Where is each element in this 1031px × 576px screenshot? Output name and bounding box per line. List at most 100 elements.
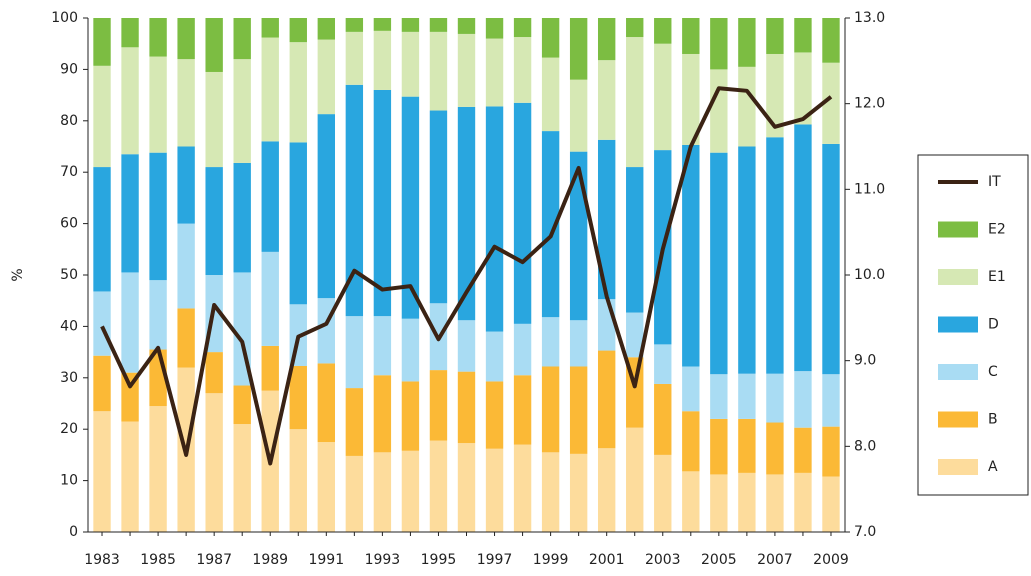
x-tick-label: 2007 — [757, 552, 793, 568]
bar-segment — [317, 18, 336, 40]
bar-segment — [766, 137, 784, 374]
bar-segment — [121, 18, 139, 48]
bar-segment — [738, 472, 756, 532]
x-tick-label: 1991 — [308, 552, 344, 568]
bar-segment — [345, 388, 364, 456]
legend-swatch — [938, 269, 978, 285]
bar-segment — [317, 39, 336, 115]
bar-segment — [401, 318, 420, 382]
bar-segment — [626, 37, 644, 168]
bar-segment — [457, 106, 476, 321]
bar-segment — [822, 18, 840, 63]
bar-segment — [513, 18, 532, 38]
legend-label: IT — [988, 174, 1001, 190]
bar-segment — [569, 79, 588, 152]
bar-segment — [373, 316, 392, 376]
y2-tick-label: 10.0 — [854, 267, 885, 283]
x-tick-label: 1989 — [252, 552, 288, 568]
bar-segment — [513, 323, 532, 376]
bar-segment — [289, 365, 307, 430]
bar-segment — [317, 298, 336, 364]
legend-swatch — [938, 221, 978, 238]
y2-tick-label: 9.0 — [854, 353, 876, 369]
bar-segment — [401, 381, 420, 451]
bar-segment — [738, 18, 756, 67]
bar-segment — [569, 453, 588, 532]
bar-segment — [345, 31, 364, 85]
legend-label: E1 — [988, 269, 1006, 285]
y-tick-label: 10 — [60, 473, 78, 489]
x-tick-label: 1997 — [477, 552, 513, 568]
bar-segment — [513, 444, 532, 532]
bar-segment — [597, 139, 616, 300]
bar-segment — [177, 308, 195, 368]
bar-segment — [205, 18, 223, 72]
bar-segment — [93, 355, 111, 412]
bar-segment — [121, 421, 139, 532]
bar-segment — [541, 57, 560, 132]
x-tick-label: 2003 — [645, 552, 681, 568]
bar-segment — [121, 154, 139, 273]
bar-segment — [794, 472, 812, 532]
y2-tick-label: 7.0 — [854, 524, 876, 540]
bar-segment — [289, 42, 307, 143]
bar-segment — [626, 167, 644, 313]
bar-segment — [289, 429, 307, 532]
bar-segment — [261, 345, 279, 391]
bar-segment — [289, 18, 307, 43]
bar-segment — [766, 422, 784, 475]
bar-segment — [794, 18, 812, 53]
legend-swatch — [938, 316, 978, 333]
bar-segment — [822, 426, 840, 477]
bar-segment — [121, 47, 139, 155]
y-axis-label: % — [10, 268, 26, 281]
bar-segment — [429, 110, 448, 304]
bar-segment — [457, 18, 476, 34]
y-tick-label: 0 — [69, 524, 78, 540]
legend-label: C — [988, 364, 998, 380]
legend-label: B — [988, 412, 998, 428]
bar-segment — [822, 143, 840, 375]
bar-segment — [485, 381, 504, 449]
bar-segment — [513, 102, 532, 324]
bar-segment — [93, 65, 111, 168]
bar-segment — [317, 363, 336, 443]
bar-segment — [457, 443, 476, 532]
bar-segment — [766, 18, 784, 54]
bar-segment — [429, 31, 448, 111]
bar-segment — [738, 66, 756, 147]
bar-segment — [457, 320, 476, 372]
bar-segment — [597, 18, 616, 61]
bar-segment — [373, 18, 392, 31]
bar-segment — [149, 152, 167, 281]
bar-segment — [513, 375, 532, 445]
bar-segment — [569, 320, 588, 367]
bar-segment — [401, 450, 420, 532]
bar-segment — [682, 471, 700, 532]
legend-label: E2 — [988, 222, 1006, 238]
bar-segment — [401, 96, 420, 319]
bar-segment — [93, 167, 111, 292]
bar-segment — [177, 223, 195, 309]
bar-segment — [513, 37, 532, 103]
bar-segment — [710, 474, 728, 532]
bar-segment — [261, 37, 279, 142]
bar-segment — [149, 406, 167, 532]
bar-segment — [345, 316, 364, 389]
bar-segment — [654, 454, 672, 532]
bar-segment — [597, 448, 616, 532]
y-tick-label: 20 — [60, 421, 78, 437]
bar-segment — [682, 411, 700, 472]
bar-segment — [541, 131, 560, 318]
bar-segment — [429, 18, 448, 32]
bar-segment — [766, 474, 784, 532]
bar-segment — [233, 59, 251, 163]
bar-segment — [373, 375, 392, 453]
bar-segment — [485, 331, 504, 382]
bar-segment — [317, 114, 336, 299]
bar-segment — [121, 272, 139, 373]
bar-segment — [710, 18, 728, 70]
legend-label: D — [988, 317, 999, 333]
y-tick-label: 50 — [60, 267, 78, 283]
bar-segment — [682, 18, 700, 54]
